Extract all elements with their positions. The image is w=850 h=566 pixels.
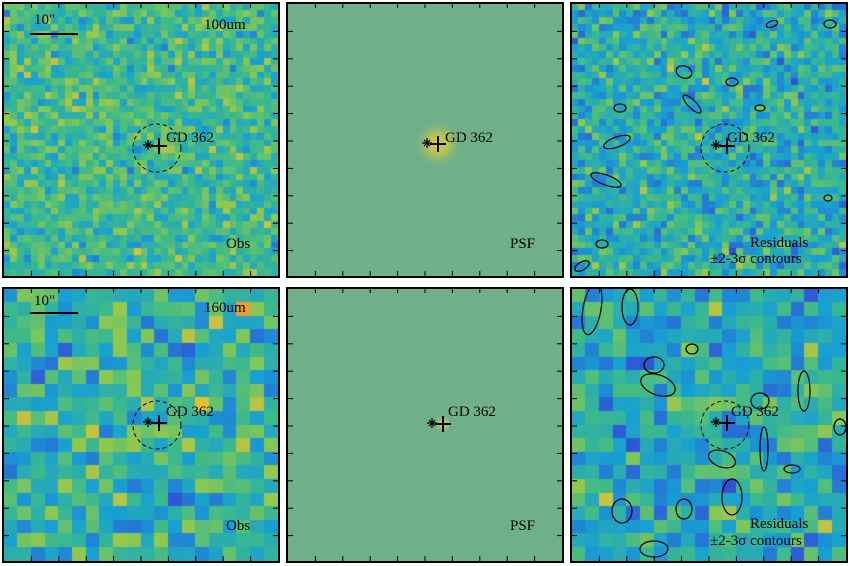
contour-line	[759, 426, 769, 472]
panel-100um-residual: GD 362 Residuals ±2-3σ contours	[570, 2, 848, 278]
contour-line	[721, 478, 743, 516]
image-100um-residual	[572, 4, 846, 276]
overlay-100um-residual	[572, 4, 846, 276]
contour-line	[797, 370, 811, 412]
panel-100um-psf: GD 362 PSF	[286, 2, 564, 278]
cross-marker	[430, 136, 446, 152]
overlay-100um-psf	[288, 4, 562, 276]
asterisk-marker	[422, 138, 432, 148]
contour-line	[682, 94, 702, 114]
contour-line	[765, 19, 779, 29]
image-100um-psf	[288, 4, 562, 276]
target-label: GD 362	[727, 130, 775, 146]
target-label: GD 362	[166, 404, 214, 420]
contour-line	[590, 172, 622, 188]
target-label: GD 362	[448, 404, 496, 420]
asterisk-marker	[143, 417, 153, 427]
contour-line	[675, 65, 693, 79]
aperture-circle	[132, 400, 182, 450]
contour-line	[611, 498, 633, 524]
contour-line	[707, 449, 737, 469]
image-100um-obs	[4, 4, 278, 276]
asterisk-marker	[143, 140, 153, 150]
target-label: GD 362	[166, 130, 214, 146]
contour-line	[675, 498, 693, 520]
contour-line	[725, 77, 739, 87]
aperture-circle	[132, 123, 182, 173]
asterisk-marker	[427, 418, 437, 428]
panel-160um-psf: GD 362 PSF	[286, 287, 564, 563]
contour-line	[754, 104, 766, 112]
contours-label: ±2-3σ contours	[710, 251, 802, 267]
target-label: GD 362	[445, 130, 493, 146]
residuals-label: Residuals	[750, 235, 809, 251]
overlay-160um-obs	[4, 289, 278, 561]
obs-label: Obs	[226, 518, 251, 534]
psf-label: PSF	[510, 518, 536, 534]
contour-line	[603, 134, 631, 150]
contour-line	[823, 194, 833, 202]
band-label-100um: 100um	[204, 17, 246, 33]
contour-line	[750, 392, 770, 410]
contour-line	[581, 289, 603, 336]
panel-160um-obs: 10" 160um GD 362 Obs	[2, 287, 280, 563]
scale-bar-label: 10"	[34, 293, 56, 309]
contour-line	[783, 464, 801, 474]
residuals-label: Residuals	[750, 516, 809, 532]
cross-marker	[719, 138, 735, 154]
contour-line	[621, 289, 639, 326]
cross-marker	[719, 415, 735, 431]
contour-line	[639, 540, 669, 558]
contour-line	[643, 356, 665, 374]
asterisk-marker	[711, 140, 721, 150]
contour-line	[823, 19, 837, 29]
panel-160um-residual: GD 362 Residuals ±2-3σ contours	[570, 287, 848, 563]
scale-bar-label: 10"	[34, 12, 56, 28]
overlay-100um-obs	[4, 4, 278, 276]
image-160um-obs	[4, 289, 278, 561]
obs-label: Obs	[226, 236, 251, 252]
aperture-circle	[700, 123, 750, 173]
contour-line	[595, 239, 609, 249]
contour-line	[640, 373, 676, 397]
psf-label: PSF	[510, 236, 536, 252]
overlay-160um-residual	[572, 289, 846, 561]
image-160um-psf	[288, 289, 562, 561]
cross-marker	[151, 415, 167, 431]
panel-100um-obs: 10" 100um GD 362 Obs	[2, 2, 280, 278]
contours-label: ±2-3σ contours	[710, 533, 802, 549]
image-160um-residual	[572, 289, 846, 561]
target-label: GD 362	[731, 404, 779, 420]
band-label-160um: 160um	[204, 300, 246, 316]
contour-line	[833, 418, 846, 436]
contour-line	[685, 343, 699, 355]
cross-marker	[435, 416, 451, 432]
asterisk-marker	[711, 417, 721, 427]
contour-line	[574, 260, 590, 272]
cross-marker	[151, 138, 167, 154]
overlay-160um-psf	[288, 289, 562, 561]
aperture-circle	[700, 400, 750, 450]
contour-line	[613, 103, 627, 113]
